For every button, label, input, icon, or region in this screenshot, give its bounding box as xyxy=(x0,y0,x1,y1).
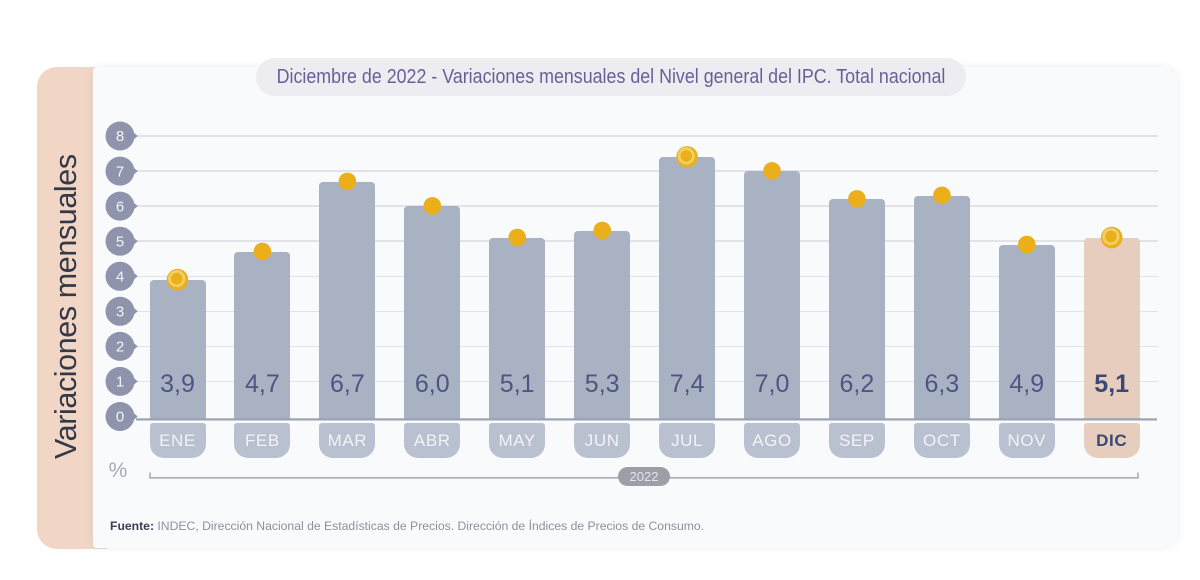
svg-text:8: 8 xyxy=(116,128,124,145)
svg-text:7: 7 xyxy=(116,163,124,180)
svg-text:2: 2 xyxy=(116,339,124,356)
svg-text:1: 1 xyxy=(116,374,124,391)
svg-text:0: 0 xyxy=(116,409,124,426)
svg-text:6: 6 xyxy=(116,198,124,215)
svg-text:5: 5 xyxy=(116,233,124,250)
svg-text:3: 3 xyxy=(116,304,124,321)
svg-text:4: 4 xyxy=(116,269,124,286)
